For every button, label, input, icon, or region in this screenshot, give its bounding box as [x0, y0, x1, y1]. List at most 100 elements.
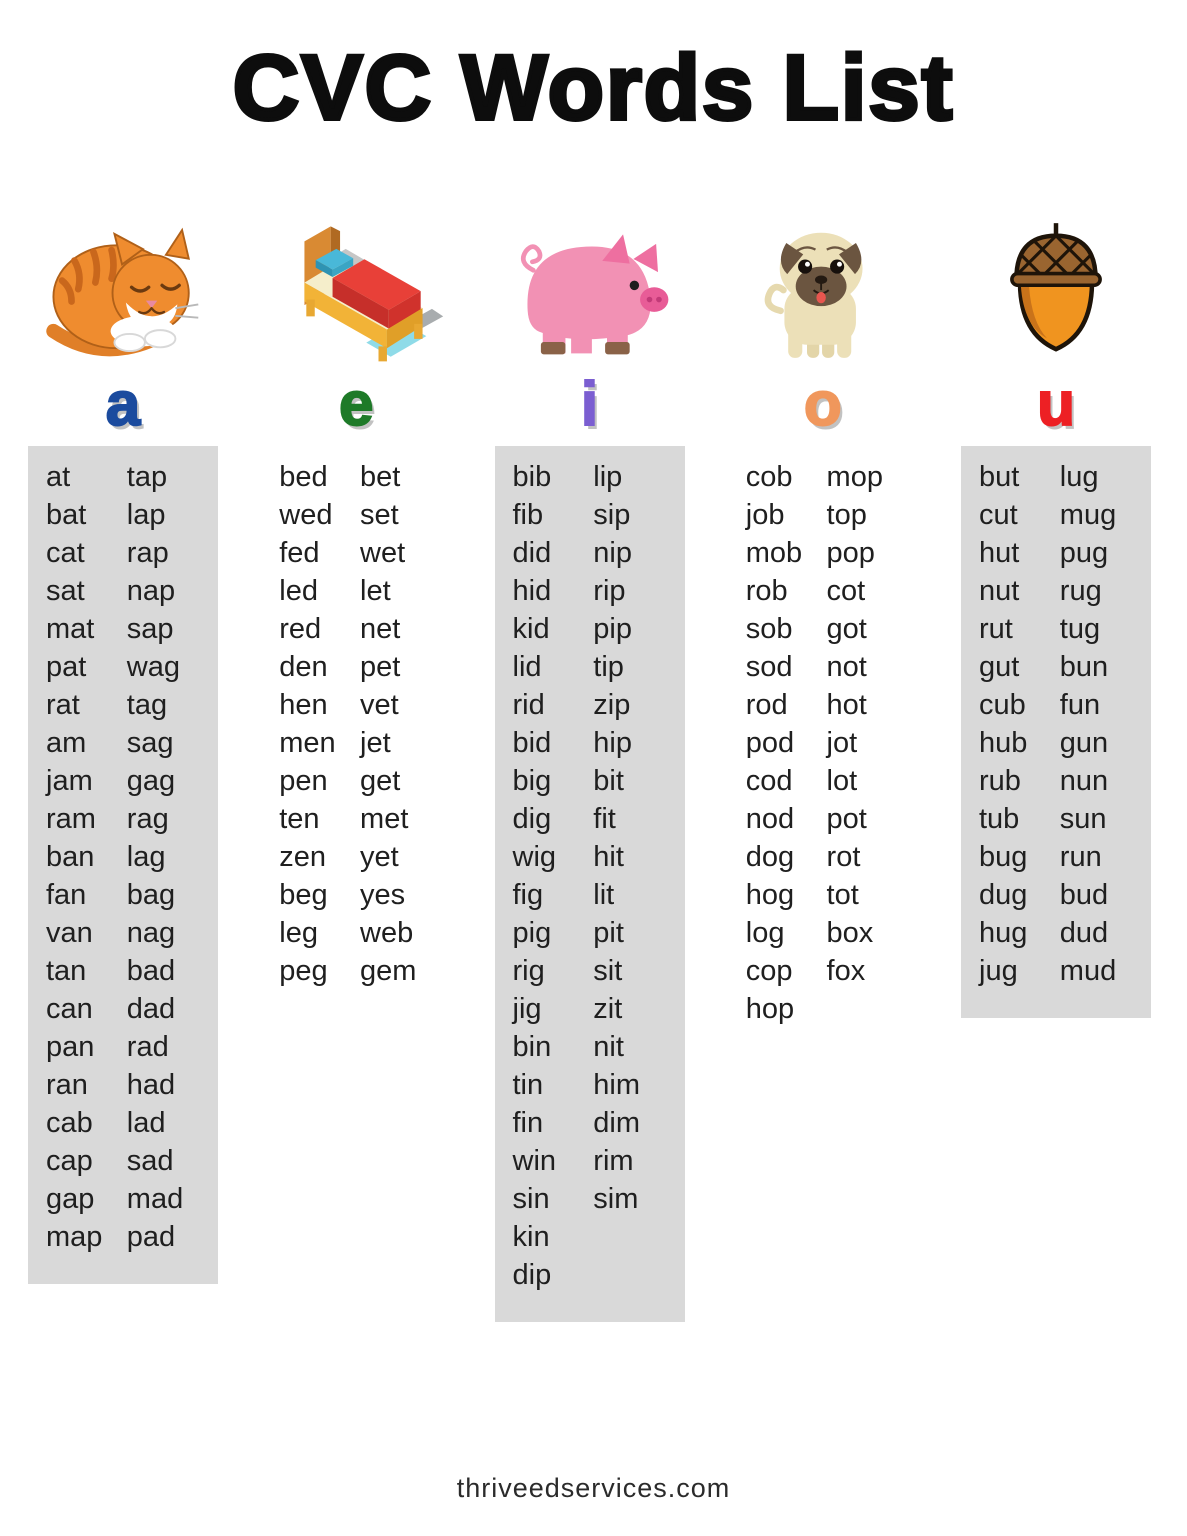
word: red — [279, 613, 322, 645]
word: van — [46, 917, 93, 949]
word: am — [46, 727, 87, 759]
word: ban — [46, 841, 95, 873]
word: sun — [1059, 803, 1107, 835]
word: lot — [826, 765, 858, 797]
vowel-o-label: o — [803, 369, 843, 440]
word: wag — [126, 651, 180, 683]
word: bug — [979, 841, 1028, 873]
word: mat — [46, 613, 95, 645]
word: gap — [46, 1183, 95, 1215]
word-sublist: at bat cat sat mat pat rat am jam ram ban fan van tan… — [28, 458, 127, 1256]
word: sod — [745, 651, 793, 683]
word: ran — [46, 1069, 88, 1101]
word: cat — [46, 537, 85, 569]
word: sit — [593, 955, 623, 987]
word: had — [126, 1069, 176, 1101]
word: pad — [126, 1221, 176, 1253]
word: gun — [1059, 727, 1109, 759]
word: lap — [126, 499, 166, 531]
word: nit — [593, 1031, 624, 1063]
word: hit — [593, 841, 624, 873]
acorn-image — [961, 216, 1151, 368]
word: tub — [979, 803, 1020, 835]
word: hop — [745, 993, 795, 1025]
word: lid — [512, 651, 542, 683]
word: nod — [745, 803, 795, 835]
word: web — [360, 917, 414, 949]
word: beg — [279, 879, 328, 911]
word: got — [826, 613, 867, 645]
word: hip — [593, 727, 632, 759]
word: bid — [512, 727, 552, 759]
word: not — [826, 651, 867, 683]
word: fig — [512, 879, 544, 911]
word: big — [512, 765, 552, 797]
word: did — [512, 537, 552, 569]
word-list-i: bib fib did hid kid lid rid bid big dig wig fig pig r… — [494, 446, 685, 1322]
word: log — [745, 917, 785, 949]
word: mob — [745, 537, 803, 569]
word: fin — [512, 1107, 544, 1139]
column-a: a at bat cat sat mat pat rat am jam ram ban fan van t… — [28, 216, 218, 1322]
word: sip — [593, 499, 631, 531]
word: pop — [826, 537, 875, 569]
word: mad — [126, 1183, 184, 1215]
word: net — [360, 613, 401, 645]
word: bib — [512, 461, 552, 493]
word: rub — [979, 765, 1021, 797]
word: mop — [826, 461, 883, 493]
word: rag — [126, 803, 169, 835]
word: lug — [1059, 461, 1099, 493]
word: sag — [126, 727, 174, 759]
word-sublist: lip sip nip rip pip tip zip hip bit fit hit lit pit s… — [593, 458, 684, 1218]
word: met — [360, 803, 409, 835]
word: map — [46, 1221, 103, 1253]
word: bat — [46, 499, 87, 531]
word: fit — [593, 803, 616, 835]
word: fib — [512, 499, 544, 531]
word: rug — [1059, 575, 1102, 607]
word-list-e: bed wed fed led red den hen men pen ten zen beg leg p… — [261, 446, 451, 1018]
word: nip — [593, 537, 632, 569]
word: cob — [745, 461, 793, 493]
word: fox — [826, 955, 866, 987]
word: jug — [979, 955, 1018, 987]
word: rut — [979, 613, 1013, 645]
word: pat — [46, 651, 87, 683]
word: at — [46, 461, 71, 493]
word: jig — [512, 993, 542, 1025]
word: pan — [46, 1031, 95, 1063]
word: bin — [512, 1031, 552, 1063]
word: cop — [745, 955, 793, 987]
word: fan — [46, 879, 87, 911]
column-o: o cob job mob rob sob sod rod pod cod nod dog hog lo… — [728, 216, 918, 1322]
word: rig — [512, 955, 545, 987]
website-footer: thriveedservices.com — [456, 1473, 731, 1503]
word: gag — [126, 765, 176, 797]
word: sap — [126, 613, 174, 645]
word: hot — [826, 689, 867, 721]
word: bud — [1059, 879, 1109, 911]
word: rip — [593, 575, 626, 607]
word: nun — [1059, 765, 1109, 797]
word: run — [1059, 841, 1102, 873]
word: leg — [279, 917, 318, 949]
word: yes — [360, 879, 406, 911]
word: cut — [979, 499, 1018, 531]
word: fed — [279, 537, 320, 569]
word: but — [979, 461, 1020, 493]
word: lip — [593, 461, 623, 493]
word: peg — [279, 955, 328, 987]
word: pet — [360, 651, 401, 683]
word: fun — [1059, 689, 1101, 721]
word: bit — [593, 765, 624, 797]
word: wed — [279, 499, 333, 531]
word: gut — [979, 651, 1020, 683]
vowel-e-label: e — [338, 369, 374, 440]
word: dip — [512, 1259, 552, 1291]
word: bun — [1059, 651, 1109, 683]
word: tug — [1059, 613, 1101, 645]
word: cot — [826, 575, 866, 607]
word: dog — [745, 841, 795, 873]
word: mug — [1059, 499, 1117, 531]
